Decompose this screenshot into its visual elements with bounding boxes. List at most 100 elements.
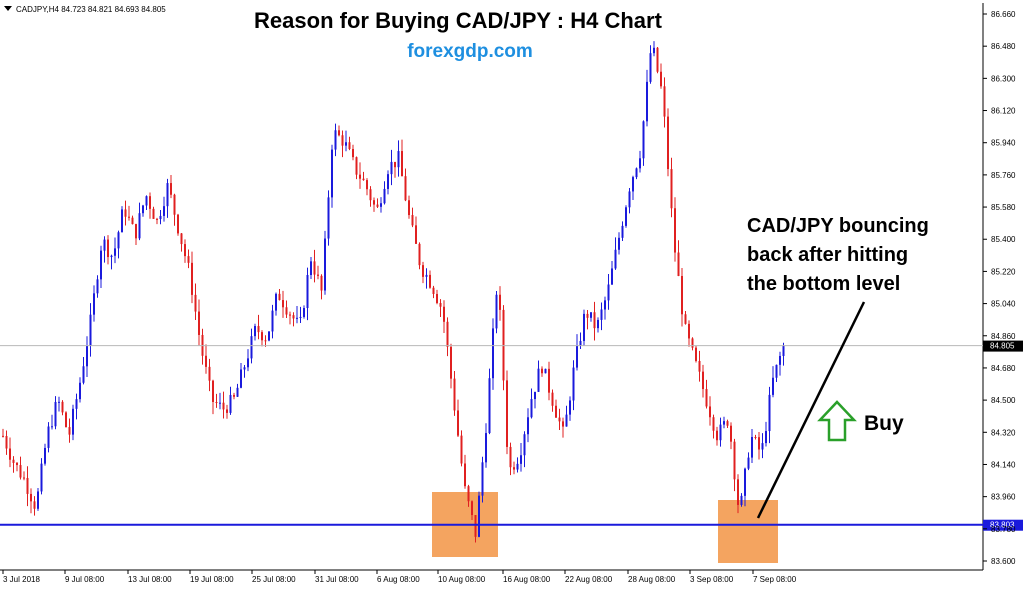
- candle-body: [401, 151, 403, 177]
- candle-body: [152, 208, 155, 219]
- candle-body: [464, 463, 466, 487]
- chart-title: Reason for Buying CAD/JPY : H4 Chart: [254, 8, 663, 33]
- candle-body: [674, 208, 676, 253]
- candle-body: [726, 421, 729, 426]
- candle-body: [236, 387, 239, 397]
- candles: [2, 41, 785, 543]
- y-tick-label: 83.780: [991, 525, 1016, 534]
- candle-body: [79, 382, 81, 400]
- candle-body: [688, 323, 690, 339]
- candle-body: [180, 233, 183, 245]
- y-axis-ticks: 86.660 86.480 86.300 86.120 85.940 85.760 85.5…: [983, 10, 1016, 566]
- candle-body: [485, 433, 487, 463]
- y-tick-label: 86.120: [991, 107, 1016, 116]
- candle-body: [299, 316, 302, 318]
- candle-body: [383, 188, 386, 204]
- candle-body: [278, 293, 281, 301]
- candle-body: [782, 345, 785, 356]
- candle-body: [341, 135, 344, 146]
- candle-body: [548, 368, 550, 393]
- candle-body: [488, 378, 491, 434]
- candle-body: [530, 399, 533, 418]
- candle-body: [275, 293, 277, 311]
- candle-body: [663, 86, 666, 117]
- candle-body: [254, 326, 256, 337]
- candle-body: [212, 380, 214, 403]
- candle-body: [471, 501, 473, 516]
- candle-body: [359, 174, 361, 179]
- candle-body: [310, 261, 312, 275]
- candle-body: [12, 459, 15, 463]
- support-level-tag: [983, 519, 1023, 531]
- candle-body: [677, 252, 680, 277]
- candle-body: [513, 467, 515, 470]
- candle-body: [611, 268, 613, 285]
- candle-body: [702, 371, 704, 390]
- candle-body: [282, 300, 284, 308]
- buy-label: Buy: [864, 412, 904, 435]
- x-tick-label: 16 Aug 08:00: [503, 575, 551, 584]
- candle-body: [569, 400, 571, 415]
- candle-body: [271, 310, 274, 332]
- candle-body: [338, 130, 340, 136]
- candle-body: [586, 313, 589, 318]
- candle-body: [411, 215, 414, 226]
- candle-body: [110, 255, 113, 258]
- candle-body: [558, 417, 561, 422]
- x-tick-label: 3 Sep 08:00: [690, 575, 734, 584]
- candle-body: [93, 293, 95, 315]
- candle-body: [163, 206, 165, 216]
- candle-body: [565, 414, 568, 427]
- candle-body: [285, 307, 288, 315]
- candle-body: [5, 436, 8, 449]
- candle-body: [649, 53, 652, 82]
- ohlc-label: CADJPY,H4 84.723 84.821 84.693 84.805: [16, 5, 166, 14]
- x-tick-label: 3 Jul 2018: [3, 575, 40, 584]
- candle-body: [114, 248, 116, 256]
- candle-body: [2, 435, 4, 437]
- symbol-dropdown-icon[interactable]: [4, 6, 12, 11]
- candle-body: [37, 491, 39, 509]
- candle-body: [184, 244, 186, 257]
- price-levels: 84.805 83.803: [0, 340, 1023, 531]
- candle-body: [327, 197, 330, 239]
- candle-body: [590, 312, 592, 318]
- axes: [0, 3, 984, 571]
- candle-body: [194, 294, 197, 312]
- candle-body: [478, 495, 480, 537]
- candle-body: [758, 437, 760, 450]
- candle-body: [149, 196, 151, 209]
- candle-body: [446, 321, 449, 347]
- candle-body: [597, 319, 599, 329]
- candle-body: [208, 366, 211, 381]
- candle-body: [572, 367, 575, 401]
- candle-body: [432, 287, 435, 294]
- y-tick-label: 84.860: [991, 332, 1016, 341]
- candle-body: [229, 394, 232, 413]
- candle-body: [159, 215, 162, 220]
- candle-body: [635, 168, 638, 178]
- candle-body: [40, 463, 43, 492]
- candle-body: [156, 218, 158, 220]
- candle-body: [124, 209, 127, 217]
- candle-body: [460, 435, 463, 464]
- y-tick-label: 85.580: [991, 203, 1016, 212]
- candle-body: [415, 225, 417, 244]
- x-tick-label: 19 Jul 08:00: [190, 575, 234, 584]
- candle-body: [768, 394, 771, 432]
- candle-body: [747, 457, 750, 469]
- annotation-line-3: the bottom level: [747, 273, 900, 295]
- candle-body: [775, 364, 778, 378]
- candle-body: [303, 308, 305, 317]
- candle-body: [467, 486, 470, 502]
- candle-body: [373, 200, 375, 205]
- candle-body: [313, 261, 316, 275]
- candle-body: [740, 495, 743, 505]
- candle-body: [534, 391, 536, 400]
- candle-body: [320, 275, 323, 291]
- candle-body: [215, 402, 218, 404]
- candle-body: [264, 340, 267, 342]
- candle-body: [607, 284, 610, 301]
- y-tick-label: 86.300: [991, 74, 1016, 83]
- candle-body: [579, 340, 582, 346]
